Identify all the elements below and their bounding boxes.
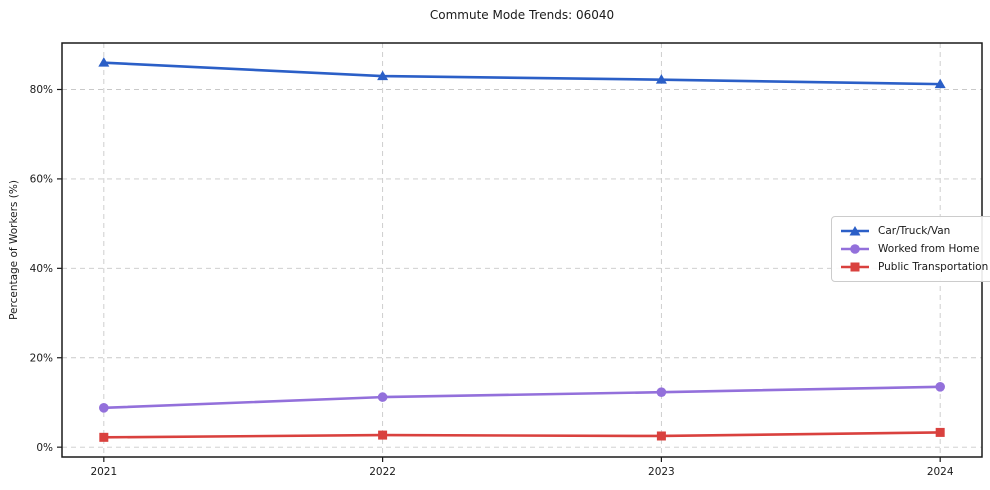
data-point-marker [98, 57, 110, 67]
data-point-marker [935, 382, 945, 392]
legend-item-public-transportation: Public Transportation [840, 260, 988, 274]
data-point-marker [656, 431, 666, 441]
legend-label: Worked from Home [878, 243, 980, 255]
data-point-marker [655, 74, 667, 84]
y-tick-label: 0% [36, 442, 53, 454]
x-tick-label: 2024 [927, 466, 954, 478]
y-tick-label: 80% [30, 84, 53, 96]
data-point-marker [378, 430, 388, 440]
x-tick-label: 2022 [369, 466, 396, 478]
legend-marker-glyph [850, 262, 860, 272]
y-tick-label: 60% [30, 174, 53, 186]
data-point-marker [934, 78, 946, 89]
data-point-marker [656, 387, 667, 397]
series-line-worked-from-home [102, 385, 942, 410]
x-tick-label: 2023 [648, 466, 675, 478]
data-point-marker [377, 392, 388, 402]
legend-marker-glyph [849, 226, 861, 236]
legend-marker-glyph [850, 244, 860, 254]
y-tick-label: 20% [30, 352, 53, 364]
chart-title: Commute Mode Trends: 06040 [429, 8, 615, 22]
triangle-marker-icon [841, 226, 869, 236]
legend-label: Car/Truck/Van [878, 225, 951, 237]
data-point-marker [99, 403, 109, 413]
square-marker-icon [841, 262, 869, 272]
series-line-public-transportation [102, 431, 942, 439]
x-tick-label: 2021 [90, 466, 117, 478]
data-point-marker [99, 432, 109, 442]
legend-item-car-truck-van: Car/Truck/Van [840, 224, 988, 238]
y-tick-label: 40% [30, 263, 53, 275]
legend-item-worked-from-home: Worked from Home [840, 242, 988, 256]
legend: Car/Truck/Van Worked from Home Public Tran… [831, 216, 990, 282]
data-point-marker [935, 427, 945, 437]
circle-marker-icon [841, 244, 869, 254]
data-point-marker [377, 70, 389, 81]
legend-label: Public Transportation [878, 261, 989, 273]
series-line-car-truck-van [102, 61, 942, 86]
